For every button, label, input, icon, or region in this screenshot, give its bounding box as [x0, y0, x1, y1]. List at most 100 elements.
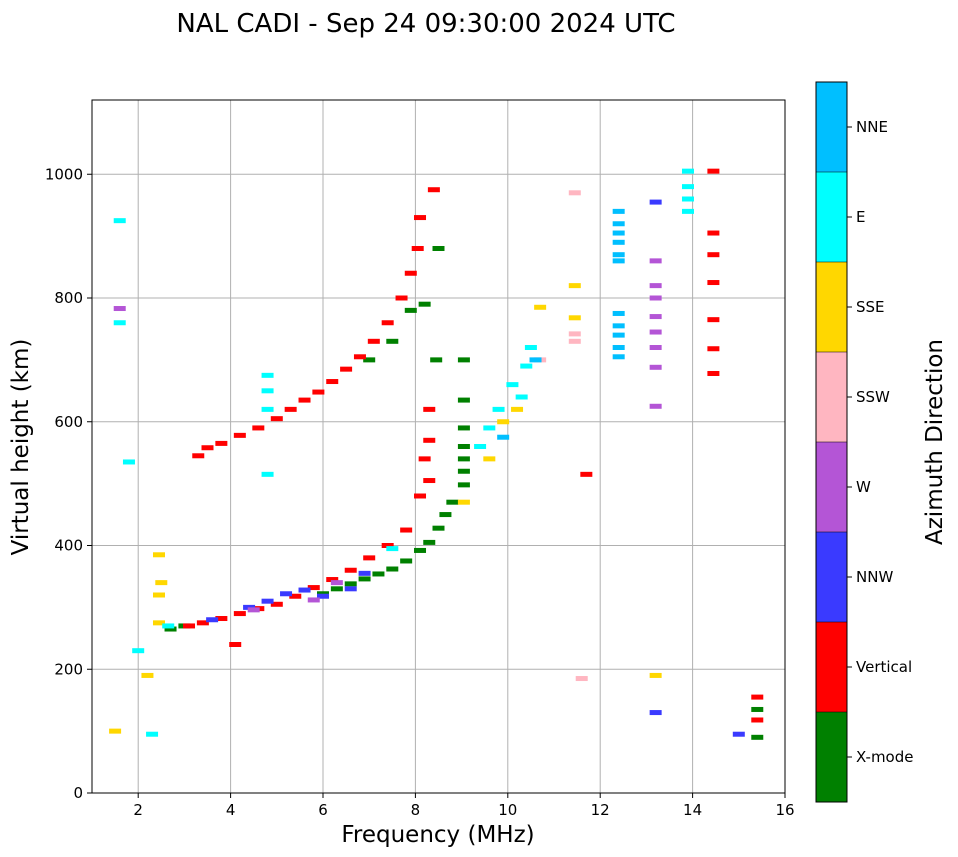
point-x-mode — [457, 456, 470, 462]
point-sse — [109, 728, 122, 734]
point-ssw — [568, 338, 581, 344]
point-vertical — [252, 425, 265, 431]
point-vertical — [707, 230, 720, 236]
point-nnw — [649, 710, 662, 716]
point-vertical — [427, 187, 440, 193]
point-vertical — [229, 642, 242, 647]
point-w — [649, 314, 662, 320]
point-e — [520, 363, 533, 369]
point-nnw — [732, 731, 745, 737]
point-vertical — [192, 453, 205, 459]
point-e — [132, 648, 145, 654]
point-vertical — [233, 432, 246, 438]
y-tick-label: 400 — [54, 537, 83, 555]
point-x-mode — [404, 307, 417, 313]
point-x-mode — [457, 482, 470, 488]
point-e — [681, 208, 694, 214]
point-e — [146, 731, 159, 737]
colorbar-tick-label: NNW — [856, 568, 893, 586]
point-x-mode — [432, 525, 445, 531]
point-x-mode — [751, 734, 764, 740]
point-x-mode — [423, 539, 436, 545]
point-e — [261, 406, 274, 412]
colorbar-segment-ssw — [816, 352, 847, 442]
point-e — [492, 406, 505, 412]
point-nne — [612, 354, 625, 360]
y-tick-label: 200 — [54, 660, 83, 678]
point-sse — [483, 456, 496, 462]
point-nnw — [298, 587, 311, 593]
point-x-mode — [418, 301, 431, 307]
point-nne — [612, 310, 625, 316]
point-vertical — [201, 445, 214, 451]
point-vertical — [707, 280, 720, 286]
point-vertical — [381, 320, 394, 326]
point-sse — [155, 580, 168, 586]
point-nnw — [344, 586, 357, 592]
point-vertical — [270, 416, 283, 422]
colorbar-segment-nnw — [816, 532, 847, 622]
point-x-mode — [330, 586, 343, 592]
colorbar-tick-label: X-mode — [856, 748, 913, 766]
point-x-mode — [439, 512, 452, 518]
point-w — [649, 364, 662, 370]
data-points — [109, 168, 764, 740]
point-e — [681, 184, 694, 190]
point-e — [483, 425, 496, 431]
y-axis-label: Virtual height (km) — [8, 339, 34, 556]
point-vertical — [353, 354, 366, 360]
x-tick-label: 10 — [498, 801, 517, 819]
point-ssw — [568, 190, 581, 196]
point-x-mode — [457, 444, 470, 449]
point-e — [261, 471, 274, 477]
point-vertical — [326, 379, 339, 385]
y-tick-label: 600 — [54, 413, 83, 431]
point-e — [515, 394, 528, 400]
point-e — [386, 546, 399, 552]
point-nne — [612, 230, 625, 236]
point-nne — [612, 258, 625, 264]
grid-lines — [92, 100, 785, 793]
point-nne — [497, 434, 510, 440]
point-vertical — [298, 397, 311, 403]
point-vertical — [270, 601, 283, 607]
point-x-mode — [372, 571, 385, 577]
point-vertical — [414, 215, 427, 221]
point-e — [113, 320, 126, 326]
point-vertical — [215, 440, 228, 446]
point-sse — [568, 283, 581, 289]
point-e — [113, 218, 126, 224]
point-x-mode — [414, 547, 427, 553]
point-vertical — [751, 717, 764, 723]
x-tick-label: 2 — [133, 801, 143, 819]
point-sse — [457, 499, 470, 505]
point-x-mode — [164, 626, 177, 632]
point-vertical — [363, 555, 376, 561]
x-axis-ticks: 2 4 6 8 10 12 14 16 — [133, 793, 795, 819]
x-tick-label: 4 — [226, 801, 236, 819]
point-vertical — [284, 406, 297, 412]
point-vertical — [367, 338, 380, 344]
x-axis-label: Frequency (MHz) — [341, 822, 534, 848]
point-sse — [152, 620, 165, 626]
colorbar: X-mode Vertical NNW W SSW SSE E NNE — [815, 81, 913, 803]
point-x-mode — [386, 338, 399, 344]
point-sse — [141, 672, 154, 678]
point-nnw — [317, 593, 329, 599]
colorbar-tick-label: SSW — [856, 388, 890, 406]
point-vertical — [423, 478, 436, 484]
point-w — [247, 607, 260, 613]
point-nnw — [358, 570, 371, 576]
point-nne — [612, 239, 625, 245]
point-x-mode — [344, 581, 357, 587]
point-e — [506, 382, 519, 388]
point-vertical — [340, 366, 353, 372]
x-tick-label: 8 — [411, 801, 421, 819]
point-nnw — [206, 617, 219, 623]
point-w — [307, 597, 320, 603]
point-sse — [568, 315, 581, 321]
point-ssw — [575, 676, 588, 682]
point-vertical — [707, 370, 720, 376]
point-nnw — [261, 598, 274, 604]
point-w — [649, 329, 662, 335]
